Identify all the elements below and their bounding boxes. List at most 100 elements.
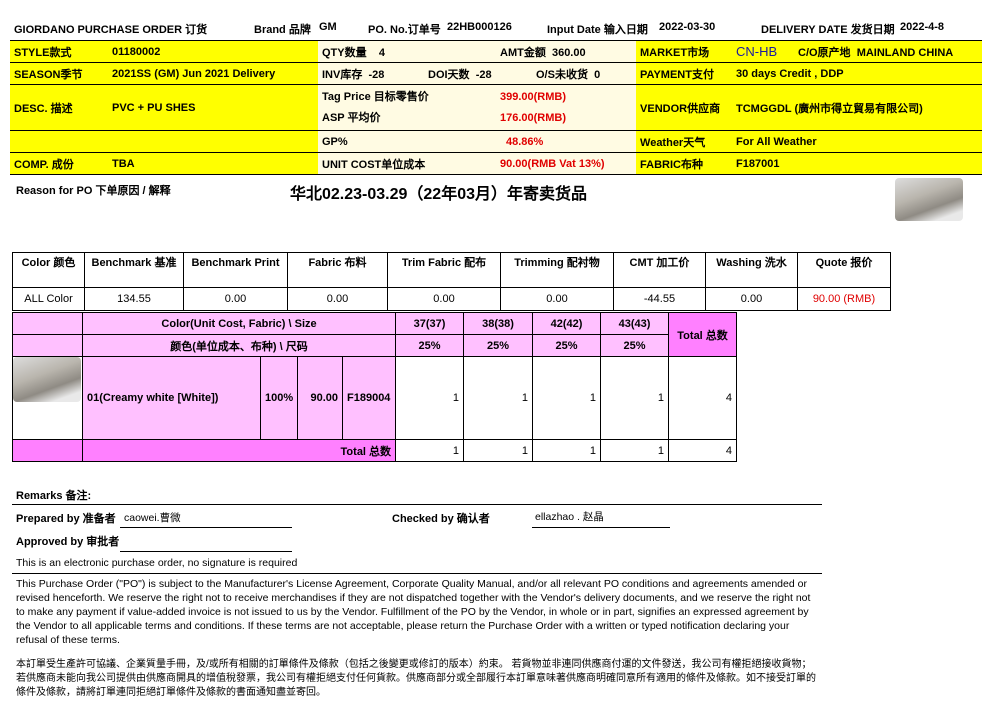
po-label: PO. No.订单号 [368,24,441,36]
benchmark-value: -44.55 [613,287,706,311]
comp-label: COMP. 成份 [10,152,108,175]
reason-label: Reason for PO 下单原因 / 解释 [16,185,171,197]
delivery-date-label: DELIVERY DATE 发货日期 [761,24,895,36]
benchmark-header: Trimming 配衬物 [500,252,614,288]
vendor-label: VENDOR供应商 [636,84,733,131]
inv-value: -28 [368,68,385,81]
weather-label: Weather天气 [636,130,733,153]
size-ratio: 25% [532,334,602,357]
price-labels: Tag Price 目标零售价 ASP 平均价 [318,84,496,131]
benchmark-header: Benchmark Print [183,252,288,288]
desc-label: DESC. 描述 [10,84,108,131]
size-ratio: 25% [600,334,670,357]
co-label: C/O原产地 [798,47,851,59]
size-name: 38(38) [463,312,534,335]
total-cell: 1 [532,439,602,462]
totals-spacer [12,439,83,462]
delivery-date: 2022-4-8 [900,21,945,33]
prepared-label: Prepared by 准备者 [16,513,116,525]
order-info-table: STYLE款式 01180002 QTY数量 4 AMT金额 360.00 MAR… [10,40,983,175]
totals-label: Total 总数 [81,439,397,462]
input-date: 2022-03-30 [659,21,716,33]
inventory-cell: INV库存 -28 DOI天数 -28 O/S未收货 0 [318,62,637,85]
amt-value: 360.00 [551,46,586,59]
checked-label: Checked by 确认者 [392,513,490,525]
season-value: 2021SS (GM) Jun 2021 Delivery [108,62,318,85]
total-cell: 1 [395,439,465,462]
signature-line [532,527,670,528]
prepared-by: caowei.曹微 [124,512,181,524]
total-header: Total 总数 [668,312,738,357]
benchmark-header: Benchmark 基准 [84,252,184,288]
qty-cell: 1 [463,356,534,440]
market-co-cell: CN-HB C/O原产地 MAINLAND CHINA [732,40,983,63]
size-ratio: 25% [463,334,534,357]
color-pct: 100% [260,356,298,440]
benchmark-header: Quote 报价 [797,252,891,288]
benchmark-header: Color 颜色 [12,252,85,288]
style-label: STYLE款式 [10,40,108,63]
qty-label: QTY数量 [322,46,367,59]
size-name: 37(37) [395,312,465,335]
image-header-2 [12,334,83,357]
terms-chinese: 本訂單受生產許可協議、企業質量手冊，及/或所有相關的訂單條件及條款（包括之後變更… [16,659,816,698]
color-cost: 90.00 [297,356,343,440]
benchmark-value: 90.00 (RMB) [797,287,891,311]
input-date-label: Input Date 输入日期 [547,24,648,36]
size-header-cn: 颜色(单位成本、布种) \ 尺码 [81,334,397,357]
divider [12,573,822,574]
unit-cost-label: UNIT COST单位成本 [318,152,496,175]
color-image-cell [12,356,83,440]
doi-label: DOI天数 [428,68,470,81]
asp-value: 176.00(RMB) [500,111,567,124]
checked-by: ellazhao . 赵晶 [535,511,604,523]
row-total: 4 [668,356,738,440]
benchmark-value: 0.00 [500,287,614,311]
reason-text: 华北02.23-03.29（22年03月）年寄卖货品 [290,186,588,203]
payment-label: PAYMENT支付 [636,62,733,85]
qty-amt-cell: QTY数量 4 AMT金额 360.00 [318,40,637,63]
divider [12,504,822,505]
style-value: 01180002 [108,40,318,63]
fabric-value: F187001 [732,152,983,175]
benchmark-value: 0.00 [387,287,501,311]
benchmark-table: Color 颜色 Benchmark 基准 Benchmark Print Fabri… [12,252,891,311]
electronic-note: This is an electronic purchase order, no… [16,557,298,569]
benchmark-header: CMT 加工价 [613,252,706,288]
brand-label: Brand 品牌 [254,24,311,36]
market-value: CN-HB [736,44,778,59]
benchmark-header: Washing 洗水 [705,252,798,288]
os-label: O/S未收货 [536,68,588,81]
po-title: GIORDANO PURCHASE ORDER 订货 [14,24,208,36]
signature-line [120,551,292,552]
gp-value: 48.86% [496,130,637,153]
benchmark-value: 0.00 [287,287,388,311]
color-fabric: F189004 [341,356,397,440]
total-cell: 1 [463,439,534,462]
price-values: 399.00(RMB) 176.00(RMB) [496,84,637,131]
qty-cell: 1 [600,356,670,440]
payment-value: 30 days Credit , DDP [732,62,983,85]
asp-label: ASP 平均价 [322,111,381,124]
benchmark-value: ALL Color [12,287,85,311]
signature-line [120,527,292,528]
benchmark-value: 134.55 [84,287,184,311]
benchmark-header: Fabric 布料 [287,252,388,288]
doi-value: -28 [475,68,492,81]
size-name: 43(43) [600,312,670,335]
desc-value: PVC + PU SHES [108,84,318,131]
season-label: SEASON季节 [10,62,108,85]
terms-english: This Purchase Order ("PO") is subject to… [16,578,811,646]
totals-row: Total 总数 1 1 1 1 4 [12,439,738,462]
size-name: 42(42) [532,312,602,335]
benchmark-value: 0.00 [705,287,798,311]
tag-price-value: 399.00(RMB) [500,90,567,103]
amt-label: AMT金额 [500,46,546,59]
tag-price-label: Tag Price 目标零售价 [322,90,429,103]
size-header-en: Color(Unit Cost, Fabric) \ Size [81,312,397,335]
size-breakdown-table: Color(Unit Cost, Fabric) \ Size 37(37) 3… [12,312,738,462]
grand-total: 4 [668,439,738,462]
po-number: 22HB000126 [447,21,512,33]
benchmark-header: Trim Fabric 配布 [387,252,501,288]
market-label: MARKET市场 [636,40,733,63]
